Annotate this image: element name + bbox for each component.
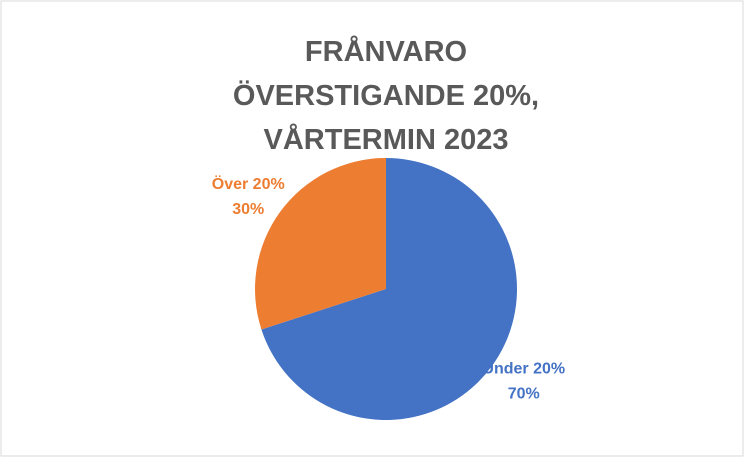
- chart-title: FRÅNVARO ÖVERSTIGANDE 20%, VÅRTERMIN 202…: [232, 36, 540, 156]
- data-label-category: Under 20%: [482, 361, 565, 378]
- data-label-category: Över 20%: [212, 174, 285, 193]
- data-label-value: 30%: [232, 201, 264, 218]
- pie-slice: [255, 158, 386, 330]
- data-label-value: 70%: [508, 386, 540, 403]
- pie-slice: [261, 158, 517, 421]
